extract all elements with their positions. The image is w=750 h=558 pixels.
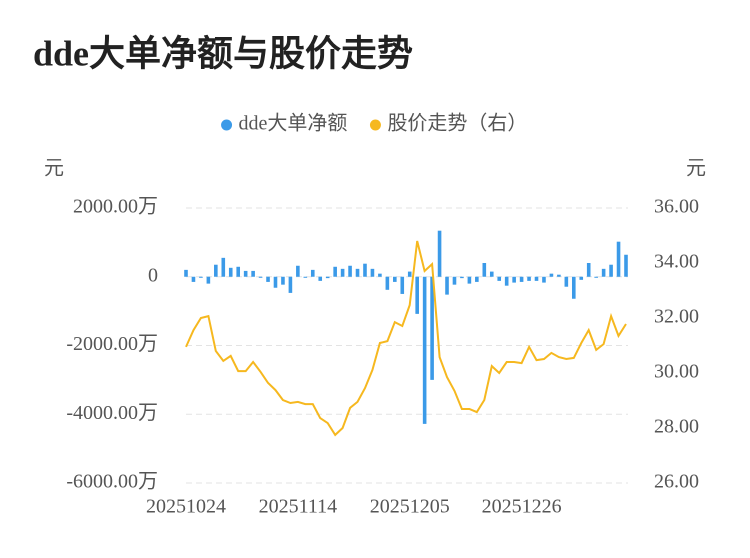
bar	[221, 257, 226, 277]
bar	[325, 276, 330, 279]
legend-label: 股价走势（右）	[387, 112, 527, 135]
bar	[199, 276, 203, 278]
bar	[378, 273, 382, 277]
bar	[243, 270, 248, 277]
y2-axis-label: 元	[686, 158, 706, 180]
bar	[370, 268, 375, 277]
bar	[393, 276, 397, 282]
bar	[594, 276, 598, 278]
y2-tick-label: 30.00	[654, 361, 699, 383]
y2-tick-label: 28.00	[654, 416, 699, 438]
bar	[348, 265, 352, 277]
x-tick-label: 20251024	[146, 496, 226, 518]
bar	[586, 263, 591, 277]
bar	[512, 276, 516, 283]
bar	[206, 276, 211, 284]
y2-tick-label: 26.00	[654, 471, 699, 493]
bar	[527, 276, 531, 281]
bar	[214, 264, 218, 277]
bar	[542, 276, 546, 283]
bar	[482, 263, 487, 277]
y-axis-label: 元	[44, 158, 64, 180]
bar	[504, 276, 509, 286]
bar	[385, 276, 390, 290]
bar	[415, 276, 419, 314]
x-tick-label: 20251226	[482, 496, 562, 518]
bar	[318, 276, 323, 281]
y2-tick-label: 36.00	[654, 196, 699, 218]
bar	[281, 276, 285, 285]
bar	[266, 276, 270, 282]
bar	[407, 271, 412, 277]
bar	[489, 271, 494, 277]
bar	[251, 270, 255, 277]
bar	[534, 276, 539, 281]
bar	[616, 241, 621, 277]
y-tick-label: 0	[148, 264, 158, 286]
bar	[273, 276, 278, 288]
y-tick-label: -4000.00万	[66, 402, 158, 424]
chart-title: dde大单净额与股价走势	[33, 33, 413, 73]
bar	[519, 276, 524, 282]
legend-marker	[369, 119, 381, 131]
bar	[624, 254, 628, 277]
bar	[363, 263, 367, 277]
bar	[296, 265, 300, 277]
bar	[191, 276, 196, 282]
bar	[355, 268, 360, 277]
bar	[549, 273, 554, 277]
bar	[422, 276, 427, 424]
price-line	[185, 240, 627, 437]
bar	[445, 276, 449, 295]
bar	[303, 276, 308, 278]
bar	[340, 268, 345, 277]
bar	[557, 274, 561, 277]
legend-label: dde大单净额	[239, 112, 348, 135]
bar	[497, 276, 502, 281]
bar	[228, 267, 233, 277]
bar	[236, 266, 241, 277]
legend-marker	[221, 119, 233, 131]
bar	[184, 269, 188, 277]
bar	[430, 276, 434, 380]
bar	[400, 276, 405, 294]
bar	[475, 276, 479, 282]
bar	[310, 269, 315, 277]
bar	[288, 276, 293, 293]
x-tick-label: 20251205	[370, 496, 450, 518]
y-tick-label: -6000.00万	[66, 471, 158, 493]
y2-tick-label: 34.00	[654, 251, 699, 273]
bar	[601, 268, 606, 277]
bar	[333, 266, 337, 277]
bar	[460, 276, 464, 279]
bar	[564, 276, 569, 287]
y-tick-label: -2000.00万	[66, 333, 158, 355]
bar	[579, 276, 584, 280]
y2-tick-label: 32.00	[654, 306, 699, 328]
x-tick-label: 20251114	[259, 496, 338, 518]
bar	[571, 276, 576, 299]
bar	[609, 264, 613, 277]
bar	[467, 276, 472, 284]
bar	[437, 230, 442, 277]
bar	[258, 276, 263, 278]
bar	[452, 276, 457, 285]
y-tick-label: 2000.00万	[73, 196, 158, 218]
